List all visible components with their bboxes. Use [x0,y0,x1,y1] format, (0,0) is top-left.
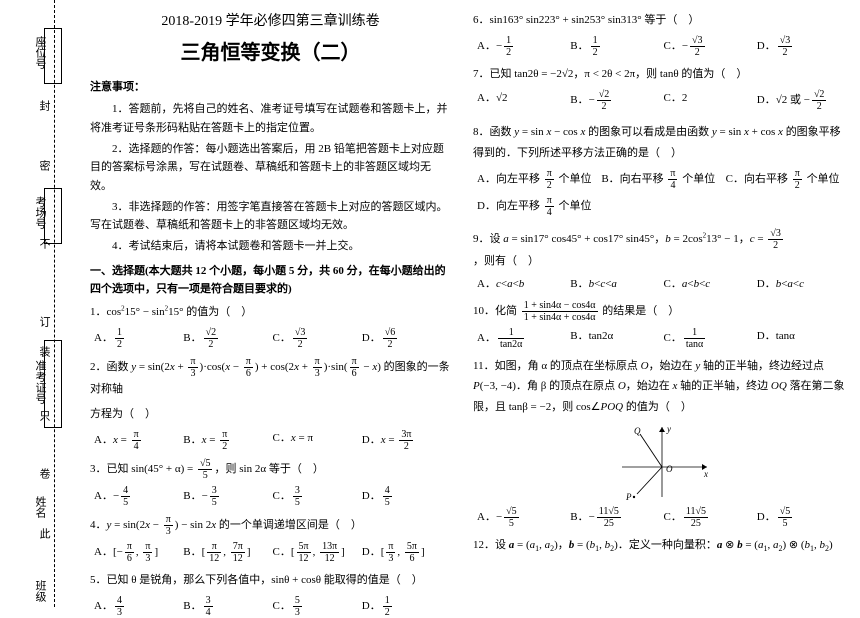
margin-dashed-line [54,0,55,607]
opt-d: D．45 [362,485,451,508]
opt-b: B．[π12, 7π12] [183,541,272,564]
opt-d: D．√2 或 −√22 [757,89,850,112]
opt-b: B．34 [183,595,272,618]
opt-b: B．−√22 [570,89,663,112]
opt-a: A．向左平移 π2 个单位 [477,168,601,191]
margin-label-class: 班级 [32,580,48,602]
opt-a: A．12 [94,327,183,350]
notice-item: 3．非选择题的作答：用签字笔直接答在答题卡上对应的答题区域内。写在试题卷、草稿纸… [90,198,451,235]
question-5-stem: 5．已知 θ 是锐角，那么下列各值中，sinθ + cosθ 能取得的值是（ ） [90,570,451,591]
question-7-options: A．√2 B．−√22 C．2 D．√2 或 −√22 [473,89,850,116]
question-1-stem: 1．cos215° − sin215° 的值为（ ） [90,302,451,323]
question-11-options: A．−√55 B．−11√525 C．11√525 D．√55 [473,506,850,529]
question-2-stem-2: 方程为（ ） [90,404,451,425]
question-9-stem: 9．设 a = sin17° cos45° + cos17° sin45°，b … [473,228,850,272]
column-right: 6．sin163° sin223° + sin253° sin313° 等于（ … [465,0,860,607]
opt-b: B．x = π2 [183,429,272,452]
column-left: 2018-2019 学年必修四第三章训练卷 三角恒等变换（二） 注意事项： 1．… [70,0,465,607]
opt-d: D．向左平移 π4 个单位 [477,195,850,218]
label-O: O [666,464,673,474]
opt-c: C．35 [273,485,362,508]
exam-title: 三角恒等变换（二） [90,37,451,70]
label-x: x [703,469,708,479]
question-3-stem: 3．已知 sin(45° + α) = √55，则 sin 2α 等于（ ） [90,458,451,481]
opt-d: D．√32 [757,35,850,58]
notice-heading: 注意事项： [90,78,451,96]
question-6-stem: 6．sin163° sin223° + sin253° sin313° 等于（ … [473,10,850,31]
exam-subtitle: 2018-2019 学年必修四第三章训练卷 [90,10,451,33]
question-2-options: A．x = π4 B．x = π2 C．x = π D．x = 3π2 [90,429,451,452]
question-12-stem: 12．设 a = (a1, a2)，b = (b1, b2)．定义一种向量积：a… [473,535,850,556]
question-4-stem: 4．y = sin(2x − π3) − sin 2x 的一个单调递增区间是（ … [90,514,451,537]
opt-a: A．−45 [94,485,183,508]
question-6-options: A．−12 B．12 C．−√32 D．√32 [473,35,850,58]
margin-label-mi: 密 [36,160,52,171]
question-3-options: A．−45 B．−35 C．35 D．45 [90,485,451,508]
opt-a: A．−√55 [477,506,570,529]
margin-label-name: 姓名 [32,496,48,518]
opt-c: C．−√32 [664,35,757,58]
opt-d: D．tanα [757,327,850,350]
opt-c: C．向右平移 π2 个单位 [726,168,850,191]
opt-a: A．−12 [477,35,570,58]
margin-label-ding: 订 [36,316,52,327]
opt-c: C．11√525 [664,506,757,529]
margin-label-ci: 此 [36,528,52,539]
margin-label-feng: 封 [36,100,52,111]
opt-b: B．−11√525 [570,506,663,529]
margin-label-zhi: 只 [36,410,52,421]
question-8-stem: 8．函数 y = sin x − cos x 的图象可以看成是由函数 y = s… [473,122,850,164]
opt-a: A．√2 [477,89,570,112]
question-8-options: A．向左平移 π2 个单位 B．向右平移 π4 个单位 C．向右平移 π2 个单… [473,168,850,222]
question-10-options: A．1tan2α B．tan2α C．1tanα D．tanα [473,327,850,350]
opt-c: C．a<b<c [664,275,757,293]
label-y: y [666,424,671,434]
opt-c: C．2 [664,89,757,112]
opt-c: C．53 [273,595,362,618]
opt-a: A．x = π4 [94,429,183,452]
section-heading: 一、选择题(本大题共 12 个小题，每小题 5 分，共 60 分，在每小题给出的… [90,262,451,298]
notice-item: 1．答题前，先将自己的姓名、准考证号填写在试题卷和答题卡上，并将准考证号条形码粘… [90,100,451,137]
opt-a: A．[−π6, π3] [94,541,183,564]
opt-d: D．12 [362,595,451,618]
question-4-options: A．[−π6, π3] B．[π12, 7π12] C．[5π12, 13π12… [90,541,451,564]
opt-a: A．c<a<b [477,275,570,293]
question-7-stem: 7．已知 tan2θ = −2√2，π < 2θ < 2π，则 tanθ 的值为… [473,64,850,85]
question-2-stem: 2．函数 y = sin(2x + π3)·cos(x − π6) + cos(… [90,356,451,400]
opt-b: B．b<c<a [570,275,663,293]
label-Q: Q [634,426,641,436]
margin-label-juan: 卷 [36,468,52,479]
opt-b: B．√22 [183,327,272,350]
question-9-options: A．c<a<b B．b<c<a C．a<b<c D．b<a<c [473,275,850,293]
page-content: 2018-2019 学年必修四第三章训练卷 三角恒等变换（二） 注意事项： 1．… [70,0,860,607]
question-5-options: A．43 B．34 C．53 D．12 [90,595,451,618]
opt-b: B．向右平移 π4 个单位 [601,168,725,191]
opt-a: A．43 [94,595,183,618]
opt-c: C．x = π [273,429,362,452]
opt-d: D．x = 3π2 [362,429,451,452]
binding-margin: 座位号 封 密 考场号 不 订 装 准考证号 只 卷 姓名 此 班级 [0,0,68,607]
opt-d: D．[π3, 5π6] [362,541,451,564]
notice-item: 4．考试结束后，请将本试题卷和答题卡一并上交。 [90,237,451,256]
opt-d: D．√62 [362,327,451,350]
opt-b: B．−35 [183,485,272,508]
opt-c: C．√32 [273,327,362,350]
margin-box-room [44,188,62,244]
question-1-options: A．12 B．√22 C．√32 D．√62 [90,327,451,350]
opt-d: D．b<a<c [757,275,850,293]
question-10-stem: 10．化简 1 + sin4α − cos4α1 + sin4α + cos4α… [473,300,850,323]
opt-c: C．1tanα [664,327,757,350]
question-11-stem: 11．如图，角 α 的顶点在坐标原点 O，始边在 y 轴的正半轴，终边经过点 P… [473,356,850,419]
opt-b: B．12 [570,35,663,58]
margin-box-seat [44,28,62,84]
q11-figure: O x y Q P [612,422,712,502]
notice-item: 2．选择题的作答：每小题选出答案后，用 2B 铅笔把答题卡上对应题目的答案标号涂… [90,140,451,196]
opt-d: D．√55 [757,506,850,529]
margin-label-bu: 不 [36,238,52,249]
label-P: P [625,492,632,502]
opt-b: B．tan2α [570,327,663,350]
opt-c: C．[5π12, 13π12] [273,541,362,564]
opt-a: A．1tan2α [477,327,570,350]
